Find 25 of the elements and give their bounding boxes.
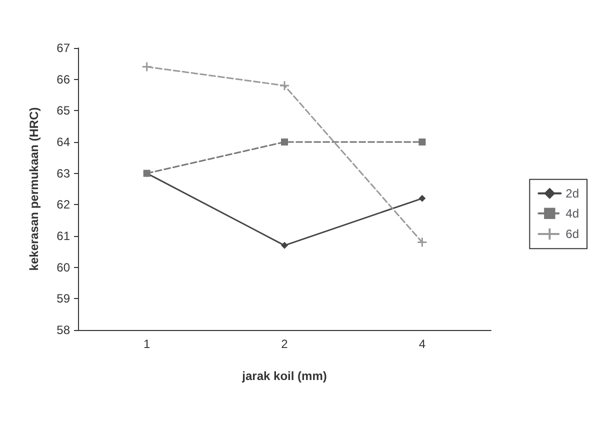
x-axis-title: jarak koil (mm) [241,369,327,383]
point [416,237,428,248]
point [281,138,288,146]
x-tick-label: 2 [281,337,288,351]
y-tick-label: 58 [56,323,70,337]
legend-label: 2d [566,186,580,200]
y-tick-label: 60 [56,260,70,274]
y-tick-label: 62 [56,198,70,212]
y-axis-title: kekerasan permukaan (HRC) [27,107,41,271]
legend-label: 4d [566,206,580,220]
y-tick-label: 65 [56,104,70,118]
y-tick-label: 61 [56,229,70,243]
y-tick-label: 63 [56,166,70,180]
point [281,242,288,249]
y-tick-label: 64 [56,135,70,149]
point [279,80,290,91]
point [418,194,426,202]
point [142,62,152,72]
x-tick-label: 4 [418,337,426,351]
legend-label: 6d [566,227,580,241]
y-tick-label: 66 [56,72,70,86]
point [418,138,426,146]
x-tick-label: 1 [143,337,150,351]
y-tick-label: 67 [56,41,70,55]
y-tick-label: 59 [56,292,70,306]
